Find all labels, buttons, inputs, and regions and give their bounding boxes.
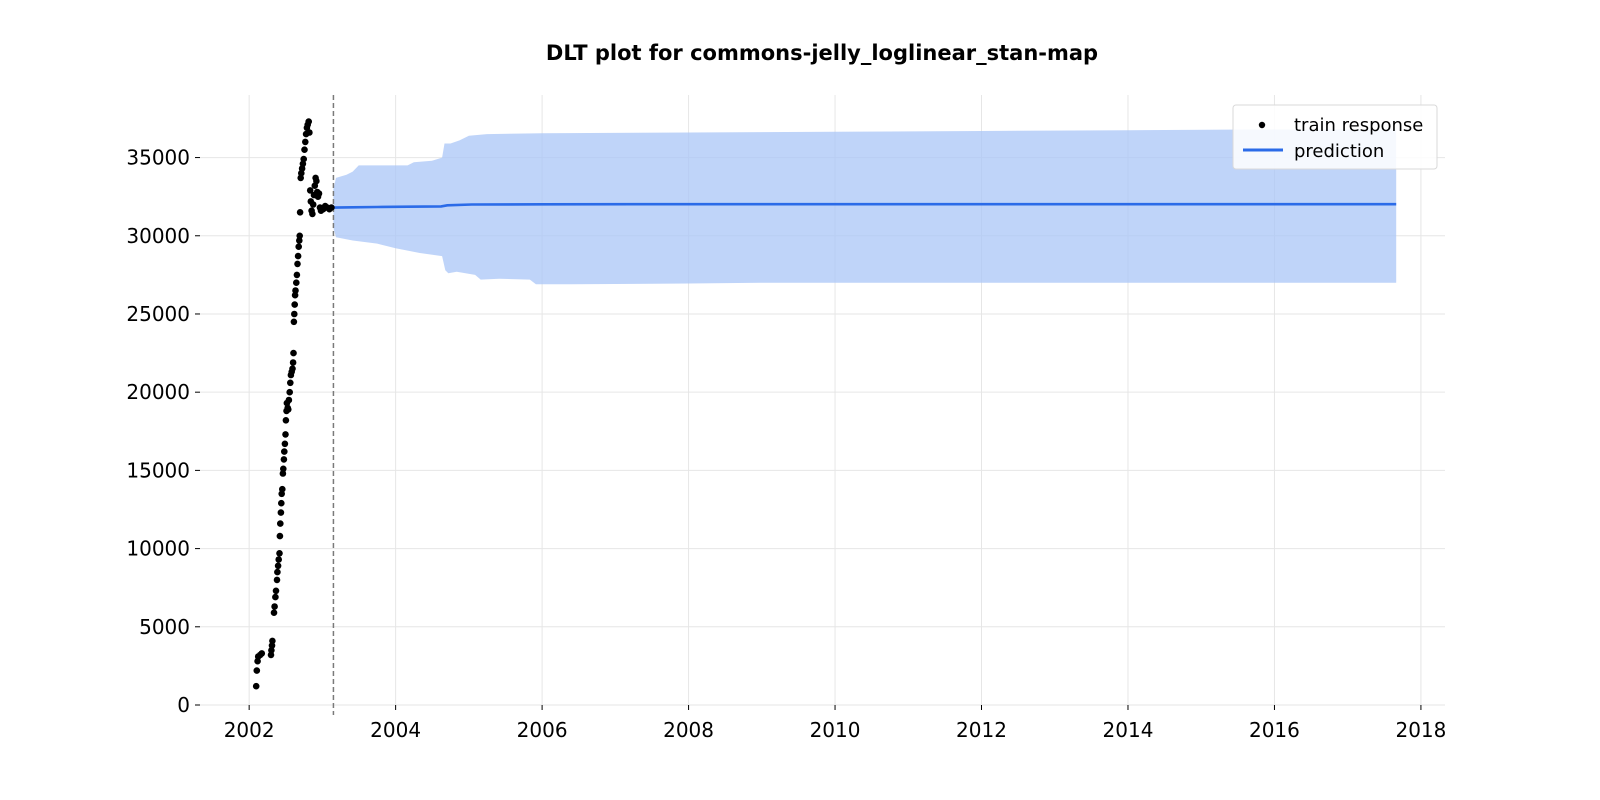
train-response-point xyxy=(309,210,316,218)
train-response-points xyxy=(252,118,335,690)
train-response-point xyxy=(273,576,281,584)
prediction-line-layer xyxy=(333,202,1397,209)
train-response-point xyxy=(306,187,314,194)
y-tick-label: 15000 xyxy=(126,458,190,482)
train-response-point xyxy=(269,637,276,645)
train-response-point xyxy=(272,587,280,595)
y-tick-label: 5000 xyxy=(139,615,190,639)
train-response-point xyxy=(276,550,283,557)
x-tick-label: 2018 xyxy=(1395,718,1446,742)
train-response-point xyxy=(290,349,297,357)
axes: 2002 2004 2006 2008 2010 2012 2014 2016 2018 0 500… xyxy=(126,146,1446,742)
train-response-point xyxy=(258,650,266,657)
train-response-point xyxy=(294,252,302,260)
train-response-point xyxy=(278,499,285,507)
train-response-point xyxy=(300,155,308,163)
y-tick-label: 35000 xyxy=(126,146,190,170)
train-response-point xyxy=(291,310,298,318)
train-response-point xyxy=(328,204,335,211)
train-response-point xyxy=(293,271,301,279)
legend: train response prediction xyxy=(1232,104,1438,170)
train-response-point xyxy=(279,485,286,493)
y-tick-label: 25000 xyxy=(126,302,190,326)
x-tick-label: 2010 xyxy=(810,718,861,742)
train-response-point xyxy=(309,201,317,208)
train-response-point xyxy=(270,609,278,616)
train-response-point xyxy=(285,396,293,404)
train-response-point xyxy=(289,365,296,373)
prediction-interval-band-layer xyxy=(333,129,1397,285)
train-response-point xyxy=(301,146,308,153)
legend-marker-train-response xyxy=(1258,121,1266,129)
prediction-interval-band xyxy=(333,129,1397,285)
train-response-point xyxy=(280,465,287,473)
train-response-point xyxy=(292,287,299,294)
train-response-point xyxy=(281,440,289,448)
train-response-point xyxy=(296,209,304,216)
y-tick-label: 20000 xyxy=(126,380,190,404)
train-response-point xyxy=(315,190,323,197)
train-response-point xyxy=(253,667,261,674)
x-tick-label: 2008 xyxy=(663,718,714,742)
train-response-point xyxy=(294,260,301,268)
legend-box xyxy=(1232,104,1438,170)
chart-title: DLT plot for commons-jelly_loglinear_sta… xyxy=(546,41,1098,65)
x-tick-label: 2012 xyxy=(956,718,1007,742)
train-response-point xyxy=(274,562,282,570)
y-tick-label: 0 xyxy=(177,693,190,717)
train-response-point xyxy=(277,509,285,516)
x-tick-label: 2006 xyxy=(517,718,568,742)
train-response-point xyxy=(280,456,288,463)
train-response-point xyxy=(252,682,260,690)
train-response-point xyxy=(293,279,300,287)
train-response-point xyxy=(286,388,294,396)
x-tick-label: 2014 xyxy=(1103,718,1154,742)
train-response-point xyxy=(282,417,290,424)
train-response-point xyxy=(285,406,292,413)
train-response-point xyxy=(305,118,313,125)
train-response-point xyxy=(281,448,288,455)
train-response-point xyxy=(291,301,299,308)
train-response-point xyxy=(290,318,298,326)
train-response-point xyxy=(275,556,283,563)
x-tick-label: 2002 xyxy=(224,718,275,742)
x-tick-label: 2004 xyxy=(370,718,421,742)
train-response-point xyxy=(282,431,289,438)
train-response-point xyxy=(274,568,281,576)
legend-label-prediction: prediction xyxy=(1294,141,1384,162)
prediction-line xyxy=(333,202,1397,209)
train-response-point xyxy=(287,379,294,387)
train-response-point xyxy=(271,603,278,610)
x-tick-label: 2016 xyxy=(1249,718,1300,742)
train-response-point xyxy=(289,359,297,366)
legend-label-train-response: train response xyxy=(1294,115,1423,136)
train-response-point xyxy=(313,177,320,185)
train-response-point xyxy=(306,129,313,136)
train-response-point xyxy=(276,532,284,540)
train-response-point xyxy=(272,593,279,601)
train-response-point xyxy=(277,520,284,527)
train-response-point xyxy=(295,243,303,250)
train-response-point xyxy=(296,232,304,240)
y-tick-label: 10000 xyxy=(126,537,190,561)
train-response-point xyxy=(302,138,309,146)
y-tick-label: 30000 xyxy=(126,224,190,248)
